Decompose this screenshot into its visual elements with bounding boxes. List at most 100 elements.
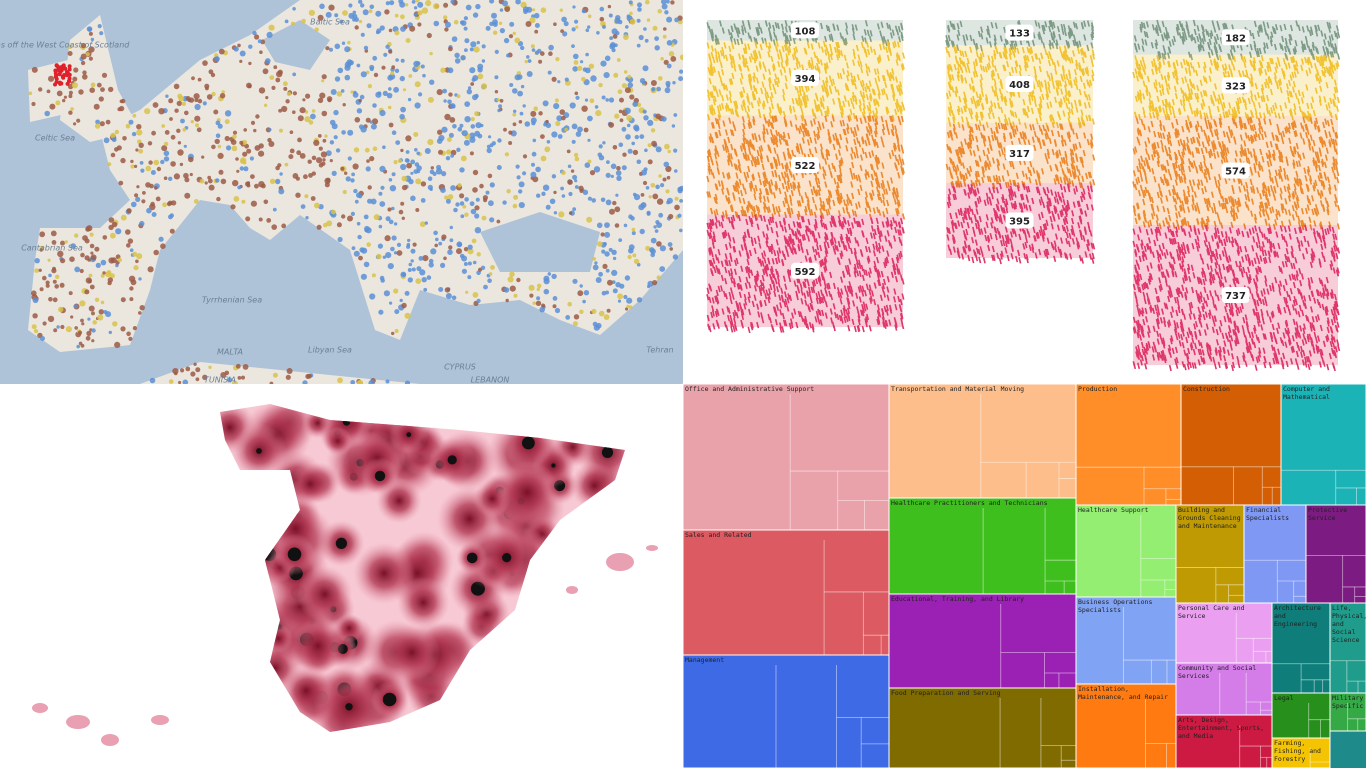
site-dot [357, 234, 362, 240]
figure-stroke [763, 171, 767, 178]
figure-stroke [895, 76, 899, 83]
figure-stroke [711, 91, 715, 98]
site-dot [400, 58, 405, 63]
figure-stroke [850, 153, 854, 160]
figure-stroke [722, 52, 726, 59]
site-dot [629, 18, 636, 25]
figure-stroke [725, 195, 729, 202]
figure-stroke [777, 61, 781, 68]
figure-stroke [751, 143, 755, 150]
site-dot [127, 238, 134, 244]
figure-stroke [722, 120, 726, 127]
site-dot [73, 122, 77, 126]
site-dot [567, 164, 572, 169]
site-dot [179, 162, 184, 167]
figure-stroke [830, 35, 834, 43]
figure-stroke [730, 204, 734, 211]
figure-stroke [755, 27, 759, 34]
site-dot [595, 110, 602, 117]
figure-stroke [842, 119, 846, 127]
site-dot [598, 82, 603, 88]
site-dot [178, 380, 182, 384]
site-dot [418, 92, 423, 97]
site-dot [177, 93, 183, 99]
figure-stroke [761, 275, 765, 282]
site-dot [350, 380, 356, 384]
site-dot [571, 44, 575, 48]
site-dot [380, 185, 385, 190]
site-dot [615, 282, 621, 288]
figure-stroke [819, 203, 823, 210]
site-dot [356, 63, 361, 68]
site-dot [612, 288, 618, 294]
figure-stroke [825, 76, 829, 84]
site-dot [601, 249, 606, 254]
site-dot [650, 128, 656, 133]
figure-stroke [793, 52, 797, 59]
site-dot [553, 22, 557, 27]
site-dot [85, 52, 90, 57]
figure-stroke [836, 89, 840, 96]
figure-stroke [824, 66, 828, 74]
figure-stroke [874, 138, 878, 146]
figure-stroke [811, 108, 815, 115]
site-dot [643, 115, 649, 121]
site-dot [664, 10, 669, 15]
figure-stroke [711, 172, 715, 179]
site-dot [379, 165, 386, 172]
site-dot [31, 290, 37, 297]
figure-stroke [715, 131, 719, 139]
site-dot [337, 236, 343, 243]
figure-stroke [864, 207, 868, 214]
site-dot [49, 103, 56, 110]
site-dot [580, 60, 584, 64]
figure-stroke [855, 174, 859, 182]
figure-stroke [764, 20, 768, 27]
site-dot [678, 76, 683, 82]
figure-stroke [799, 283, 803, 290]
figure-stroke [768, 22, 772, 29]
site-dot [512, 112, 517, 117]
site-dot [406, 162, 412, 169]
site-dot [185, 366, 191, 372]
site-dot [647, 143, 652, 148]
figure-stroke [823, 83, 827, 90]
figure-stroke [865, 94, 869, 101]
site-dot [514, 37, 521, 44]
site-dot [490, 265, 495, 270]
figure-stroke [773, 87, 777, 95]
site-dot [668, 51, 675, 57]
site-dot [474, 227, 482, 234]
site-dot [449, 117, 456, 123]
site-dot [42, 321, 47, 326]
site-dot [413, 60, 420, 67]
figure-stroke [728, 78, 732, 85]
figure-stroke [739, 91, 743, 99]
site-dot [572, 321, 578, 327]
value-label: 133 [1009, 29, 1030, 40]
site-dot [609, 43, 616, 50]
figure-stroke [734, 100, 738, 107]
figure-stroke [734, 185, 738, 193]
figure-stroke [720, 79, 724, 87]
figure-stroke [791, 98, 795, 105]
site-dot [190, 371, 196, 377]
figure-stroke [860, 154, 864, 161]
site-dot [410, 171, 414, 175]
figure-stroke [742, 138, 746, 145]
figure-stroke [828, 137, 832, 144]
site-dot [302, 380, 308, 384]
site-dot [488, 272, 493, 276]
figure-stroke [877, 56, 881, 63]
site-dot [369, 156, 375, 162]
figure-stroke [839, 159, 843, 166]
figure-stroke [864, 191, 868, 198]
figure-stroke [788, 46, 792, 54]
site-dot [193, 362, 197, 366]
site-dot [317, 97, 324, 104]
site-dot [182, 379, 189, 384]
figure-stroke [817, 57, 821, 65]
site-dot [450, 185, 456, 191]
figure-stroke [782, 176, 786, 183]
figure-stroke [776, 22, 780, 30]
